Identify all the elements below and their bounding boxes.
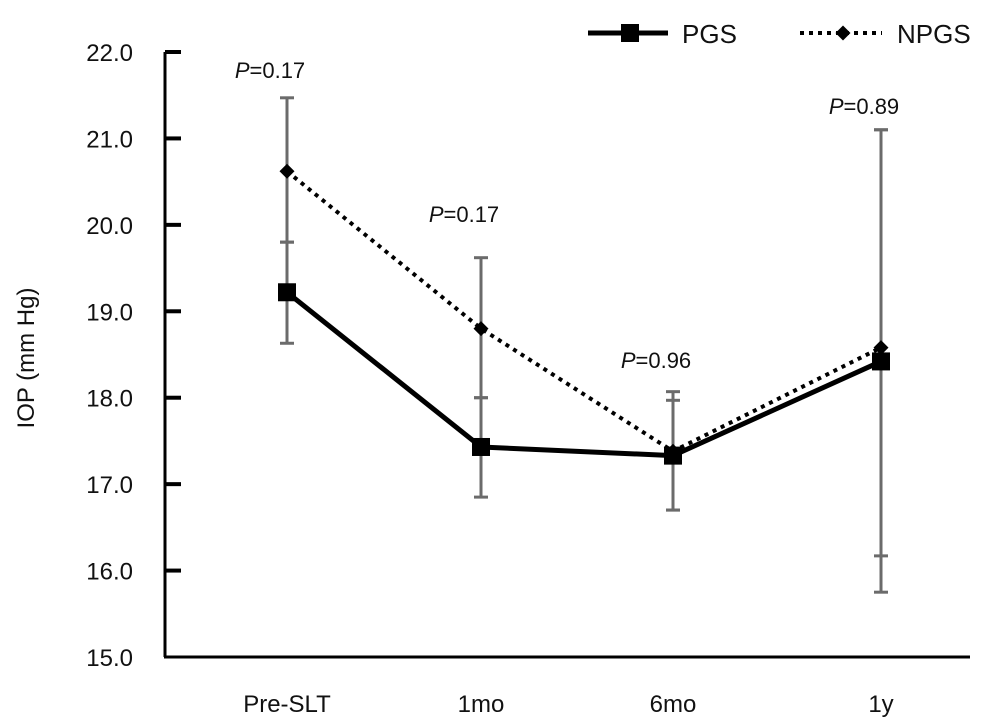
y-tick-label: 20.0	[86, 213, 133, 240]
y-tick-label: 21.0	[86, 126, 133, 153]
legend-label: PGS	[682, 19, 737, 49]
marker-pgs	[278, 283, 296, 302]
marker-npgs	[665, 443, 681, 459]
series-markers	[278, 163, 890, 465]
p-value-symbol: P	[429, 202, 444, 227]
p-value-symbol: P	[235, 58, 250, 83]
series-lines	[285, 169, 883, 459]
p-value-label: P=0.17	[429, 202, 499, 227]
p-value-number: =0.17	[250, 58, 306, 83]
legend-item-npgs: NPGS	[800, 19, 971, 49]
legend: PGS NPGS	[588, 19, 971, 49]
p-value-symbol: P	[829, 94, 844, 119]
legend-marker	[835, 25, 851, 41]
y-tick-label: 15.0	[86, 645, 133, 672]
y-axis: 15.0 16.0 17.0 18.0 19.0 20.0 21.0 22.0	[86, 40, 181, 672]
y-tick-label: 22.0	[86, 40, 133, 67]
p-value-number: =0.17	[444, 202, 500, 227]
x-tick-label: 1mo	[458, 691, 505, 718]
legend-marker	[621, 24, 639, 42]
p-value-label: P=0.96	[621, 348, 691, 373]
marker-npgs	[279, 163, 295, 179]
p-value-annotations: P=0.17P=0.17P=0.96P=0.89	[235, 58, 899, 373]
y-tick-label: 18.0	[86, 386, 133, 413]
marker-pgs	[472, 437, 490, 456]
marker-npgs	[473, 321, 489, 337]
x-tick-label: 1y	[868, 691, 893, 718]
legend-label: NPGS	[897, 19, 971, 49]
p-value-symbol: P	[621, 348, 636, 373]
marker-npgs	[873, 340, 889, 356]
series-line-pgs	[285, 290, 883, 459]
p-value-number: =0.96	[636, 348, 692, 373]
y-tick-label: 19.0	[86, 299, 133, 326]
error-bars	[280, 96, 888, 594]
p-value-number: =0.89	[844, 94, 900, 119]
p-value-label: P=0.17	[235, 58, 305, 83]
x-axis: Pre-SLT 1mo 6mo 1y	[164, 655, 970, 718]
x-tick-label: Pre-SLT	[243, 691, 331, 718]
y-axis-title: IOP (mm Hg)	[13, 288, 40, 429]
series-line-npgs	[285, 169, 882, 454]
p-value-label: P=0.89	[829, 94, 899, 119]
y-tick-label: 17.0	[86, 472, 133, 499]
y-tick-label: 16.0	[86, 559, 133, 586]
marker-pgs	[872, 352, 890, 371]
x-tick-label: 6mo	[650, 691, 697, 718]
legend-item-pgs: PGS	[588, 19, 737, 49]
